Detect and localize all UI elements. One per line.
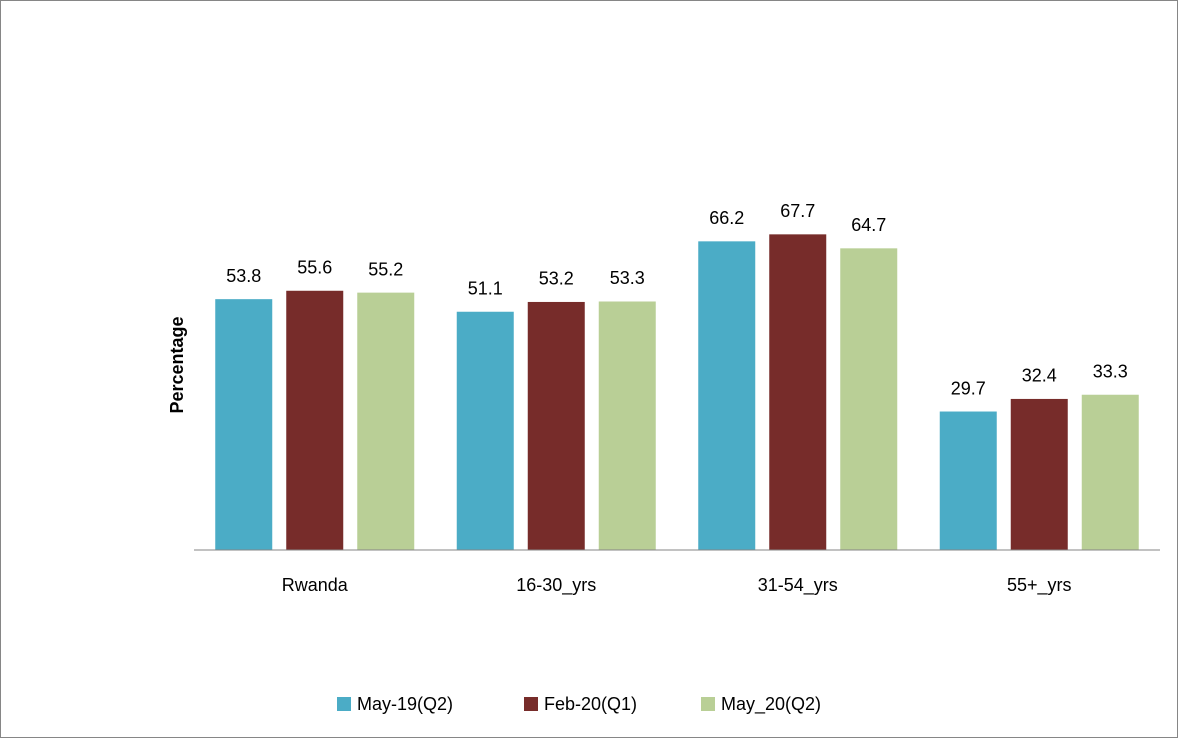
data-label: 51.1 (468, 278, 503, 298)
x-tick-label: 31-54_yrs (758, 575, 838, 596)
legend-label: May_20(Q2) (721, 694, 821, 715)
data-label: 64.7 (851, 215, 886, 235)
x-tick-label: 55+_yrs (1007, 575, 1072, 596)
y-axis-title: Percentage (167, 316, 187, 413)
x-tick-label: 16-30_yrs (516, 575, 596, 596)
data-label: 32.4 (1022, 366, 1057, 386)
legend-swatch (524, 697, 538, 711)
bar (527, 301, 585, 550)
bar (840, 248, 898, 550)
data-label: 53.8 (226, 266, 261, 286)
bar (769, 234, 827, 550)
legend-label: Feb-20(Q1) (544, 694, 637, 714)
data-label: 29.7 (951, 378, 986, 398)
data-label: 53.3 (610, 268, 645, 288)
bar (1010, 398, 1068, 550)
bar (215, 299, 273, 550)
bar (598, 301, 656, 550)
data-label: 67.7 (780, 201, 815, 221)
bar (698, 241, 756, 550)
data-label: 55.2 (368, 259, 403, 279)
data-label: 33.3 (1093, 361, 1128, 381)
x-tick-label: Rwanda (282, 575, 349, 595)
data-label: 55.6 (297, 258, 332, 278)
data-label: 53.2 (539, 269, 574, 289)
bar (357, 292, 415, 550)
legend-swatch (701, 697, 715, 711)
legend-label: May-19(Q2) (357, 694, 453, 714)
bar (939, 411, 997, 550)
bar (1081, 394, 1139, 550)
bar (286, 290, 344, 550)
data-label: 66.2 (709, 208, 744, 228)
legend-swatch (337, 697, 351, 711)
bar (456, 311, 514, 550)
